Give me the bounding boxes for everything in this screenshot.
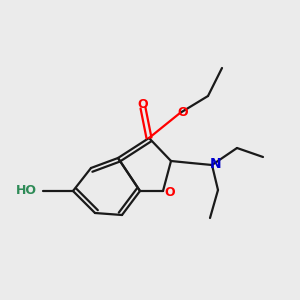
Text: N: N: [210, 157, 222, 171]
Text: O: O: [138, 98, 148, 110]
Text: HO: HO: [16, 184, 37, 197]
Text: O: O: [165, 187, 175, 200]
Text: O: O: [178, 106, 188, 118]
